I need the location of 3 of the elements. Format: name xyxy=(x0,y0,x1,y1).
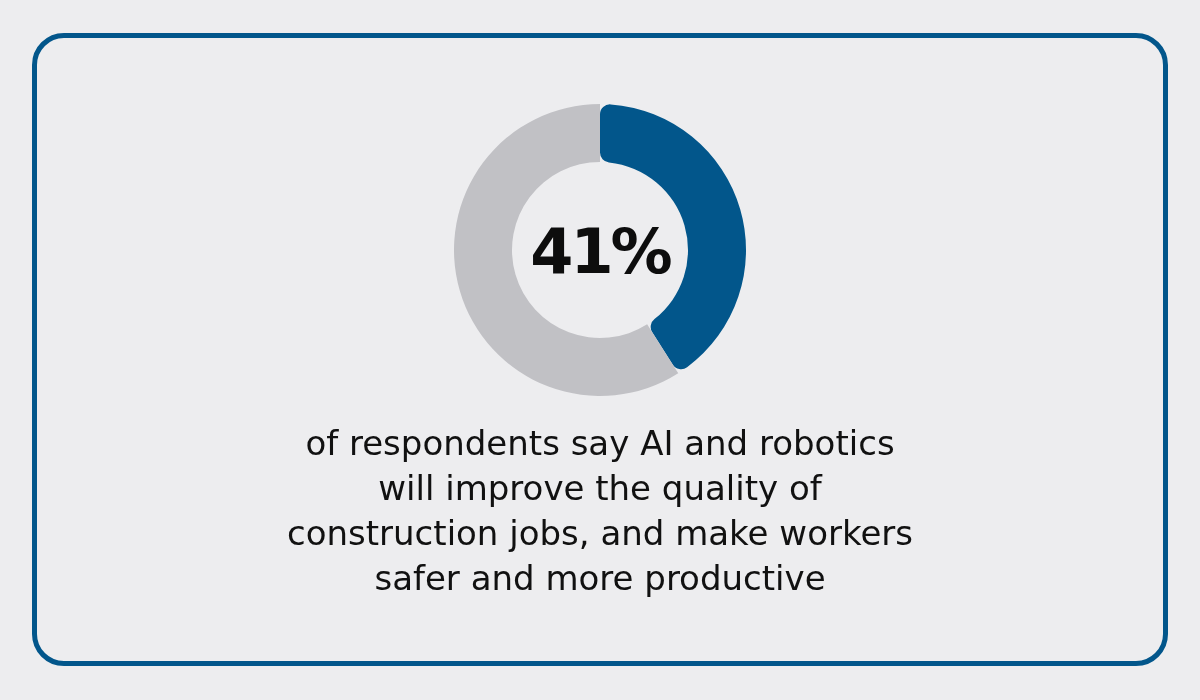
donut-slice xyxy=(454,104,679,396)
text: of respondents say AI and robotics will improve the quality of construction jobs, and make workers safer and more productive xyxy=(286,422,914,600)
text: 41% xyxy=(530,215,670,288)
